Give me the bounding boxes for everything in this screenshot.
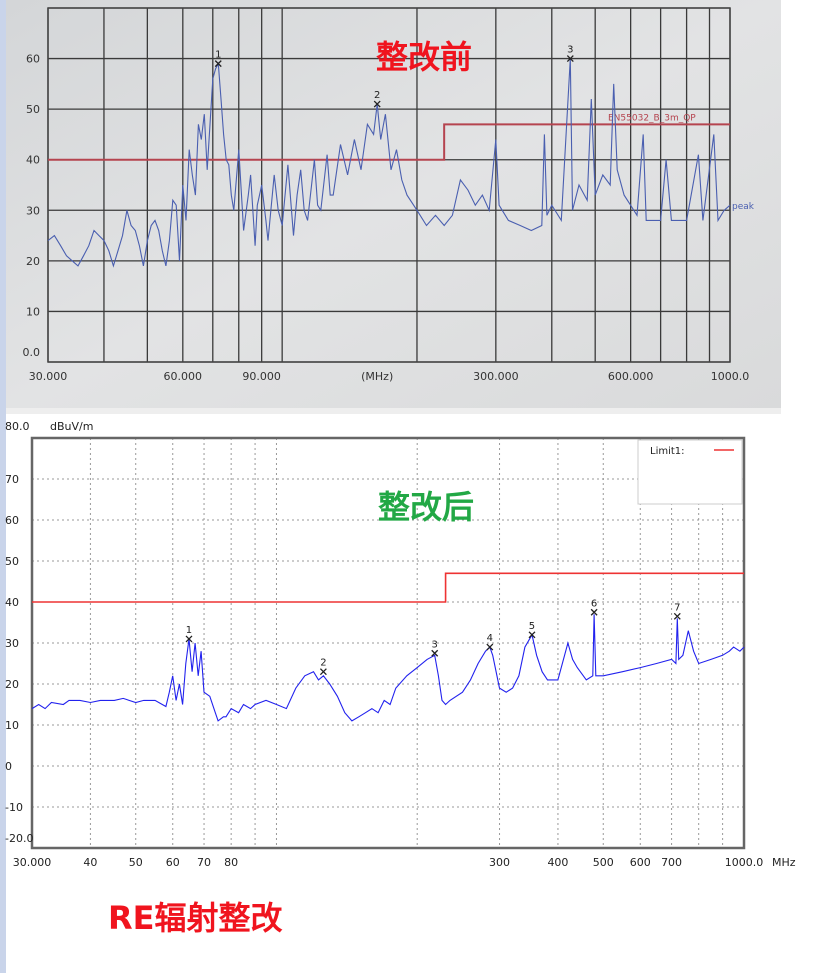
x-tick-label: 30.000 bbox=[29, 370, 68, 383]
marker-2-label: 2 bbox=[320, 658, 326, 669]
x-tick-label: 600 bbox=[630, 856, 651, 869]
marker-2-cross bbox=[373, 100, 381, 108]
marker-3-label: 3 bbox=[567, 45, 573, 56]
plot-frame bbox=[30, 436, 746, 850]
series-label: peak bbox=[732, 202, 755, 212]
marker-4-label: 4 bbox=[487, 633, 493, 644]
y-tick-label: 0.0 bbox=[23, 346, 41, 359]
marker-1-cross bbox=[214, 60, 222, 68]
limit-line-label: EN55032_B_3m_QP bbox=[608, 113, 696, 123]
x-tick-label: 70 bbox=[197, 856, 211, 869]
marker-1-cross bbox=[185, 635, 193, 643]
y-tick-label: 0 bbox=[5, 760, 12, 773]
chart-before: 0.0 10 20 30 40 50 60 30.000 60.000 90.000 300.000… bbox=[23, 7, 755, 383]
x-tick-label: 60.000 bbox=[164, 370, 203, 383]
annotation-before-rectification: 整改前 bbox=[376, 38, 473, 76]
marker-7-label: 7 bbox=[674, 602, 680, 613]
marker-2-label: 2 bbox=[374, 90, 380, 101]
x-tick-label: 80 bbox=[224, 856, 238, 869]
x-tick-label: 300 bbox=[489, 856, 510, 869]
limit-line bbox=[32, 572, 744, 603]
y-tick-label: 20 bbox=[26, 255, 40, 268]
trace-series bbox=[31, 614, 745, 722]
y-tick-label: 30 bbox=[26, 204, 40, 217]
photo-background bbox=[6, 0, 781, 408]
x-tick-label: 50 bbox=[129, 856, 143, 869]
y-tick-label: 20 bbox=[5, 678, 19, 691]
chart-after: 80.0 70 60 50 40 30 20 10 0 -10 -20.0 30.000 40 50 60 7… bbox=[5, 420, 796, 869]
x-tick-label: 1000.0 bbox=[711, 370, 750, 383]
x-tick-label: 60 bbox=[166, 856, 180, 869]
legend-entry-label: Limit1: bbox=[650, 446, 685, 457]
marker-1-label: 1 bbox=[215, 50, 221, 61]
y-tick-label: 50 bbox=[5, 555, 19, 568]
marker-5-label: 5 bbox=[529, 621, 535, 632]
y-tick-label: 30 bbox=[5, 637, 19, 650]
y-tick-label: 80.0 bbox=[5, 420, 30, 433]
y-tick-label: 60 bbox=[5, 514, 19, 527]
y-tick-label: -10 bbox=[5, 801, 23, 814]
x-tick-label: 40 bbox=[83, 856, 97, 869]
marker-4-cross bbox=[486, 643, 494, 651]
y-tick-label: 70 bbox=[5, 473, 19, 486]
y-tick-label: 40 bbox=[26, 154, 40, 167]
x-tick-label: 400 bbox=[547, 856, 568, 869]
marker-3-cross bbox=[431, 649, 439, 657]
plot-frame bbox=[47, 7, 731, 363]
left-edge-strip bbox=[0, 0, 6, 973]
marker-3-cross bbox=[566, 55, 574, 63]
marker-2-cross bbox=[319, 668, 327, 676]
photo-divider bbox=[6, 408, 781, 414]
x-tick-label: 600.000 bbox=[608, 370, 654, 383]
limit-line bbox=[48, 123, 730, 161]
marker-7-cross bbox=[673, 612, 681, 620]
marker-1-label: 1 bbox=[186, 625, 192, 636]
marker-5-cross bbox=[528, 631, 536, 639]
y-tick-label: -20.0 bbox=[5, 832, 33, 845]
x-tick-label: 700 bbox=[661, 856, 682, 869]
y-axis-unit: dBuV/m bbox=[50, 420, 93, 433]
caption-re-radiation: RE辐射整改 bbox=[108, 899, 283, 937]
annotation-after-rectification: 整改后 bbox=[378, 488, 475, 526]
marker-6-label: 6 bbox=[591, 598, 597, 609]
trace-series bbox=[47, 58, 731, 268]
x-tick-label: 30.000 bbox=[13, 856, 52, 869]
marker-3-label: 3 bbox=[432, 639, 438, 650]
y-tick-label: 40 bbox=[5, 596, 19, 609]
x-axis-label: (MHz) bbox=[361, 370, 393, 383]
x-tick-label: 1000.0 bbox=[725, 856, 764, 869]
y-tick-label: 50 bbox=[26, 103, 40, 116]
y-tick-label: 10 bbox=[26, 305, 40, 318]
marker-6-cross bbox=[590, 608, 598, 616]
x-tick-label: 90.000 bbox=[242, 370, 281, 383]
x-tick-label: 300.000 bbox=[473, 370, 519, 383]
x-axis-unit: MHz bbox=[772, 856, 796, 869]
legend: Limit1: bbox=[637, 439, 743, 505]
x-tick-label: 500 bbox=[593, 856, 614, 869]
y-tick-label: 60 bbox=[26, 53, 40, 66]
y-tick-label: 10 bbox=[5, 719, 19, 732]
